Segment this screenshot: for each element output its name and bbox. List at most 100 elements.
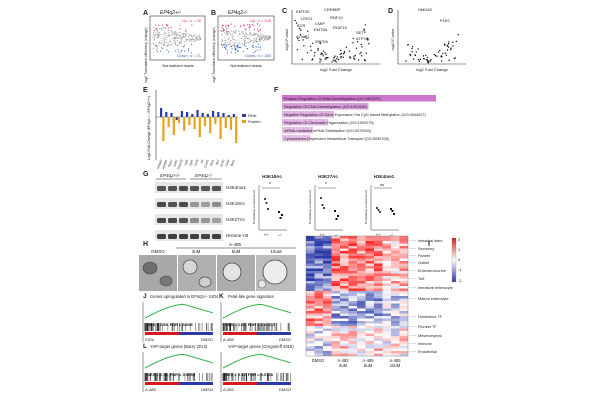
heatmap-cell xyxy=(374,311,383,314)
rna-bar xyxy=(186,112,189,117)
gene-label: Cd44 xyxy=(224,159,230,167)
heatmap-cell xyxy=(331,291,340,294)
heatmap-cell xyxy=(314,301,323,304)
heatmap-cell xyxy=(382,303,391,306)
ma-point-up xyxy=(155,24,157,26)
heatmap-cell xyxy=(340,318,349,321)
gene-label: Sox9 xyxy=(193,159,199,167)
ma-point xyxy=(249,42,251,44)
protein-bar xyxy=(203,117,207,126)
ma-point-down xyxy=(237,44,239,46)
ma-point-down xyxy=(257,43,259,45)
ma-point-up xyxy=(223,28,225,30)
ma-point-down xyxy=(239,46,241,49)
heatmap-cell xyxy=(391,248,400,251)
heatmap-cell xyxy=(365,283,374,286)
heatmap-cell xyxy=(348,261,357,264)
heatmap-cell xyxy=(365,278,374,281)
heatmap-cell xyxy=(348,311,357,314)
volcano-point xyxy=(359,53,361,55)
ma-point xyxy=(168,34,170,36)
heatmap-cell xyxy=(382,326,391,329)
ma-point xyxy=(236,30,238,32)
heatmap-cell xyxy=(391,241,400,244)
ma-point-up xyxy=(161,24,164,26)
dot-wt xyxy=(265,202,268,204)
heatmap-cell xyxy=(306,283,315,286)
heatmap-cell xyxy=(314,266,323,269)
ma-point xyxy=(153,39,155,41)
ma-point-down xyxy=(221,43,223,46)
heatmap-cell xyxy=(323,326,332,329)
heatmap-cell xyxy=(314,238,323,241)
blot-band xyxy=(190,202,199,207)
heatmap-cell xyxy=(331,256,340,259)
blot-strip-h3k18ac xyxy=(155,198,223,209)
ma-point xyxy=(242,43,243,45)
heatmap-cell xyxy=(323,278,332,281)
ma-point-down xyxy=(223,46,225,48)
heatmap-cell xyxy=(374,256,383,259)
ma-point-up xyxy=(257,30,259,33)
heatmap-cell xyxy=(331,241,340,244)
ma-point xyxy=(232,41,234,43)
ma-point xyxy=(265,37,266,39)
heatmap-cell xyxy=(348,256,357,259)
ma-point xyxy=(261,34,263,36)
heatmap-cell xyxy=(331,296,340,299)
ma-point xyxy=(255,38,257,39)
heatmap-cell xyxy=(357,268,366,271)
ma-point xyxy=(242,31,243,33)
ma-point xyxy=(238,36,240,37)
heatmap-cell xyxy=(374,313,383,316)
heatmap-cell xyxy=(391,281,400,284)
quant-ylabel: Normalized to Histone H3 xyxy=(308,190,312,225)
scale-tick: 0 xyxy=(458,257,461,262)
ma-point xyxy=(243,33,245,35)
panel-d: D -log10 P-value HMGA2 PLEC log2 Fold Ch… xyxy=(388,7,466,72)
protein-bar xyxy=(235,117,238,143)
ma-point xyxy=(257,34,259,36)
heatmap-cell xyxy=(323,281,332,284)
ma-point xyxy=(169,35,171,37)
heatmap-cell xyxy=(357,351,366,354)
protein-bar xyxy=(162,117,165,141)
blot-band xyxy=(212,202,221,207)
ma-point xyxy=(268,36,270,38)
ma-point-down xyxy=(162,47,164,50)
ma-point xyxy=(184,37,186,39)
heatmap-cell xyxy=(365,341,374,344)
scale-tick: 1 xyxy=(458,247,461,252)
ma-point-up xyxy=(224,26,227,28)
heatmap-cell xyxy=(399,256,408,259)
ma-point xyxy=(266,36,268,38)
heatmap-cell xyxy=(391,273,400,276)
heatmap-cell xyxy=(399,336,408,339)
blot-band xyxy=(201,186,210,191)
heatmap-cell xyxy=(348,288,357,291)
ma-point xyxy=(197,39,199,41)
heatmap-cell xyxy=(382,288,391,291)
ma-point xyxy=(261,39,262,41)
heatmap-cell xyxy=(348,308,357,311)
panel-f-letter: F xyxy=(274,87,279,94)
heatmap-cell xyxy=(323,336,332,339)
heatmap-cell xyxy=(323,346,332,349)
ma-point xyxy=(156,31,158,33)
ma-point xyxy=(264,37,266,39)
heatmap-cell xyxy=(348,281,357,284)
ma-point xyxy=(153,32,155,33)
ma-point xyxy=(232,44,234,46)
panel-l: L YAP-target genes (Barry 2013) NES = 2.… xyxy=(142,343,214,392)
heatmap-cell xyxy=(399,261,408,264)
ma-point xyxy=(155,42,157,44)
heatmap-cell xyxy=(314,251,323,254)
ma-point xyxy=(199,39,201,41)
volcano-point xyxy=(360,51,362,53)
ma-point xyxy=(232,33,234,34)
panel-k-title: Fetal-like gene signature xyxy=(228,294,275,299)
ma-point xyxy=(163,38,165,40)
ma-point xyxy=(169,33,171,35)
ma-point xyxy=(260,36,262,38)
gsea-right-label: DMSO xyxy=(201,387,213,392)
